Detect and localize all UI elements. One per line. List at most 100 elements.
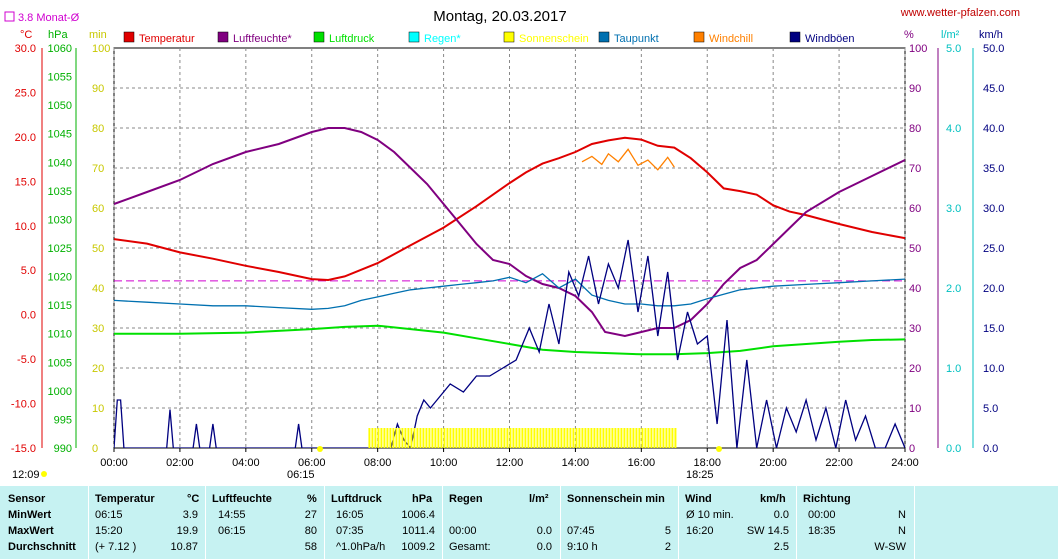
percent-tick-label: 60 (909, 203, 921, 215)
stats-cell-sun-time: 9:10 h (567, 541, 598, 553)
stats-cell-press: 1009.2 (401, 541, 435, 553)
sunshine-tick-label: 0 (92, 443, 98, 455)
stats-row-label: MinWert (8, 509, 52, 521)
series-luftdruck (114, 324, 905, 356)
rain-tick-label: 4.0 (946, 123, 961, 135)
series-luftfeuchte (114, 127, 905, 338)
rain-tick-label: 2.0 (946, 283, 961, 295)
series-sonnenschein (368, 428, 677, 448)
x-tick-label: 06:00 (298, 457, 326, 469)
stats-cell-dir-time: 00:00 (808, 509, 836, 521)
monthly-avg-label: 3.8 Monat-Ø (18, 12, 80, 24)
percent-tick-label: 90 (909, 83, 921, 95)
wind-tick-label: 40.0 (983, 123, 1004, 135)
legend-label: Windchill (709, 33, 753, 45)
percent-tick-label: 40 (909, 283, 921, 295)
legend-swatch (598, 31, 610, 43)
stats-cell-temp: 3.9 (182, 509, 198, 521)
x-tick-label: 10:00 (430, 457, 458, 469)
temp-tick-label: 30.0 (15, 43, 36, 55)
header-wind-unit: km/h (760, 493, 786, 505)
rain-tick-label: 3.0 (946, 203, 961, 215)
legend-swatch (408, 31, 420, 43)
website-link[interactable]: www.wetter-pfalzen.com (900, 7, 1020, 19)
wind-tick-label: 5.0 (983, 403, 998, 415)
header-temperature: Temperatur (95, 493, 155, 505)
sunrise-label: 06:15 (287, 469, 315, 481)
unit-rain: l/m² (941, 29, 960, 41)
pressure-tick-label: 1005 (48, 357, 72, 369)
x-axis: 00:00 02:00 04:00 06:00 08:00 10:00 12:00 14:00… (100, 448, 919, 469)
sunshine-tick-label: 60 (92, 203, 104, 215)
grid-lines (113, 48, 906, 448)
stats-cell-hum: 58 (304, 541, 317, 553)
unit-percent: % (904, 29, 914, 41)
series-temperatur (114, 136, 905, 282)
x-tick-label: 04:00 (232, 457, 260, 469)
stats-cell-press-time: 16:05 (336, 509, 364, 521)
temp-tick-label: 20.0 (15, 132, 36, 144)
stats-cell-press-time: ^1.0hPa/h (336, 541, 386, 553)
stats-cell-wind-time: 16:20 (686, 525, 714, 537)
percent-tick-label: 50 (909, 243, 921, 255)
series-windchill (581, 148, 675, 171)
pressure-tick-label: 1010 (48, 329, 72, 341)
rain-tick-label: 5.0 (946, 43, 961, 55)
weather-chart: 30.0 25.0 20.0 15.0 10.0 5.0 0.0 -5.0 -10.0 -15.0… (4, 7, 1020, 481)
x-tick-label: 24:00 (891, 457, 919, 469)
temp-tick-label: 5.0 (21, 265, 36, 277)
percent-tick-label: 0 (909, 443, 915, 455)
pressure-tick-label: 1055 (48, 72, 72, 84)
header-rain: Regen (449, 493, 483, 505)
wind-tick-label: 45.0 (983, 83, 1004, 95)
stats-cell-dir: N (898, 525, 906, 537)
sunshine-tick-label: 70 (92, 163, 104, 175)
legend-label: Luftdruck (329, 33, 375, 45)
pressure-tick-label: 1000 (48, 386, 72, 398)
x-tick-label: 02:00 (166, 457, 194, 469)
legend-label: Sonnenschein (519, 33, 589, 45)
stats-cell-temp-time: 15:20 (95, 525, 123, 537)
series-windben (114, 239, 905, 448)
sun-icon-left (41, 471, 47, 477)
stats-cell-hum-time: 06:15 (218, 525, 246, 537)
temp-tick-label: -10.0 (11, 399, 36, 411)
sunshine-tick-label: 50 (92, 243, 104, 255)
pressure-tick-label: 990 (54, 443, 72, 455)
wind-tick-label: 25.0 (983, 243, 1004, 255)
x-tick-label: 16:00 (628, 457, 656, 469)
stats-cell-wind-time: Ø 10 min. (686, 509, 734, 521)
sunshine-tick-label: 100 (92, 43, 110, 55)
temp-tick-label: -5.0 (17, 354, 36, 366)
wind-tick-label: 35.0 (983, 163, 1004, 175)
legend-label: Temperatur (139, 33, 195, 45)
stats-cell-temp-time: 06:15 (95, 509, 123, 521)
sunshine-tick-label: 20 (92, 363, 104, 375)
legend-swatch (123, 31, 135, 43)
legend-swatch (789, 31, 801, 43)
pressure-tick-label: 995 (54, 414, 72, 426)
legend-label: Windböen (805, 33, 855, 45)
unit-sunshine: min (89, 29, 107, 41)
temp-tick-label: 0.0 (21, 310, 36, 322)
stats-row-label: MaxWert (8, 525, 54, 537)
stats-cell-wind: 2.5 (773, 541, 789, 553)
header-direction: Richtung (803, 493, 851, 505)
wind-tick-label: 30.0 (983, 203, 1004, 215)
percent-tick-label: 80 (909, 123, 921, 135)
temp-tick-label: -15.0 (11, 443, 36, 455)
percent-tick-label: 20 (909, 363, 921, 375)
unit-pressure: hPa (48, 29, 68, 41)
temp-tick-label: 10.0 (15, 221, 36, 233)
stats-cell-dir: N (898, 509, 906, 521)
header-pressure: Luftdruck (331, 493, 382, 505)
percent-tick-label: 10 (909, 403, 921, 415)
stats-cell-hum: 80 (304, 525, 317, 537)
legend-label: Regen* (424, 33, 461, 45)
stats-cell-rain-time: Gesamt: (449, 541, 491, 553)
header-rain-unit: l/m² (529, 493, 549, 505)
stats-cell-temp: 10.87 (170, 541, 198, 553)
legend-swatch (217, 31, 229, 43)
x-tick-label: 14:00 (562, 457, 590, 469)
rain-tick-label: 1.0 (946, 363, 961, 375)
